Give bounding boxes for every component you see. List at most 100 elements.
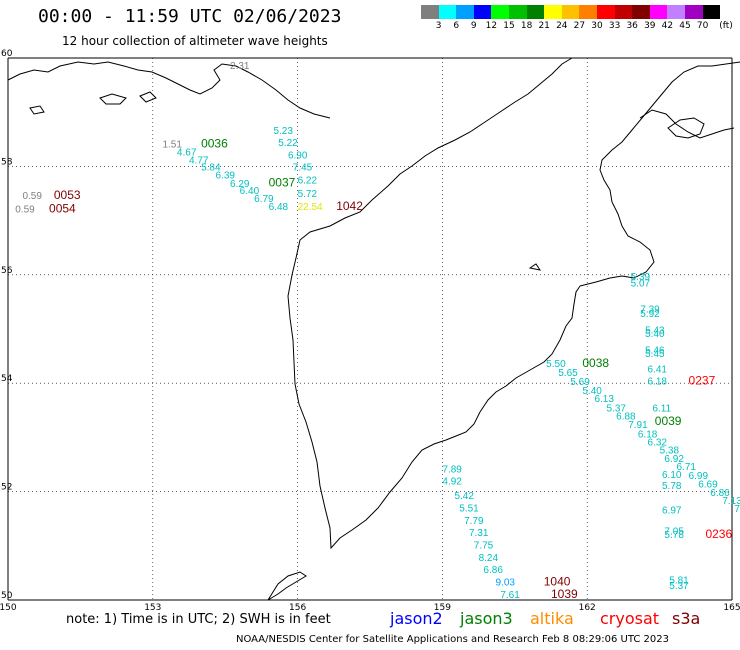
wave-height-label: 6.79: [254, 194, 274, 205]
color-legend-tick: 70: [696, 21, 709, 31]
wave-height-label: 6.69: [698, 479, 718, 490]
wave-height-label: 0.59: [15, 204, 35, 215]
pass-time-label: 0039: [655, 414, 682, 428]
wave-height-label: 5.45: [645, 349, 665, 360]
kamchatka-east-coast: [579, 61, 740, 287]
wave-height-label: 5.69: [570, 377, 590, 388]
pass-time-label: 0054: [49, 201, 76, 215]
wave-height-label: 6.88: [616, 412, 636, 423]
wave-height-label: 5.40: [645, 329, 665, 340]
wave-height-label: 5.84: [201, 163, 221, 174]
wave-height-label: 1.51: [162, 139, 182, 150]
color-swatch: [561, 5, 580, 19]
wave-height-label: 4.77: [189, 156, 209, 167]
wave-height-label: 5.81: [669, 576, 689, 587]
wave-height-label: 7.13: [722, 496, 740, 507]
wave-height-label: 7.05: [664, 526, 684, 537]
wave-height-label: 6.10: [662, 470, 682, 481]
wave-height-label: 7.31: [469, 528, 489, 539]
wave-height-label: 6.97: [662, 505, 682, 516]
color-swatch: [456, 5, 474, 19]
color-legend-tick: 6: [453, 21, 460, 31]
color-legend-tick: 24: [556, 21, 568, 31]
color-swatch: [702, 5, 721, 19]
coast-north-east: [639, 109, 735, 139]
wave-height-label: 7.79: [464, 516, 484, 527]
lat-tick-label: 54: [1, 374, 13, 384]
small-island: [528, 263, 542, 271]
color-legend-tick: 18: [520, 21, 533, 31]
wave-height-label: 5.39: [631, 272, 651, 283]
okhotsk-coast-west: [295, 57, 573, 259]
color-swatch: [508, 5, 527, 19]
wave-height-label: 6.71: [676, 462, 696, 473]
wave-height-label: 5.23: [273, 126, 293, 137]
wave-height-label: 5.07: [631, 279, 651, 290]
kuril-paramushir: [267, 571, 307, 601]
color-swatch: [526, 5, 545, 19]
wave-height-label: 6.18: [638, 429, 658, 440]
credit-line: NOAA/NESDIS Center for Satellite Applica…: [236, 634, 669, 645]
color-swatch: [667, 5, 685, 19]
pass-time-label: 1039: [551, 587, 578, 601]
shantar-islands: [99, 91, 157, 105]
kamchatka-west-coast: [287, 257, 581, 550]
wave-height-label: 5.42: [454, 491, 474, 502]
color-swatch: [649, 5, 668, 19]
wave-height-label: 6.40: [240, 186, 260, 197]
lat-tick-label: 52: [1, 483, 12, 493]
coastline: [7, 57, 740, 601]
color-swatch: [421, 5, 439, 19]
wave-height-label: 7.91: [628, 420, 648, 431]
satellite-legend-s3a: s3a: [672, 609, 701, 628]
wave-height-label: 6.48: [269, 202, 289, 213]
wave-height-label: 5.51: [459, 504, 479, 515]
color-legend-tick: 21: [538, 21, 550, 31]
wave-height-label: 6.11: [652, 403, 671, 414]
wave-height-label: 7.88: [734, 504, 740, 515]
pass-time-label: 0036: [201, 136, 228, 150]
color-swatch: [491, 5, 509, 19]
coast-north-west: [7, 61, 331, 119]
wave-height-label: 6.22: [298, 176, 318, 187]
color-legend-tick: 3: [435, 21, 442, 31]
wave-height-label: 4.92: [442, 477, 462, 488]
wave-height-label: 7.75: [474, 541, 494, 552]
color-swatch: [473, 5, 492, 19]
wave-height-label: 5.22: [278, 138, 298, 149]
color-legend-tick: 33: [608, 21, 621, 31]
wave-height-label: 6.41: [648, 364, 668, 375]
wave-height-label: 5.72: [298, 189, 318, 200]
pass-time-label: 0037: [269, 175, 296, 189]
wave-height-label: 5.92: [640, 309, 660, 320]
lon-tick-label: 159: [434, 603, 451, 613]
wave-height-label: 5.65: [558, 368, 578, 379]
lon-tick-label: 153: [144, 603, 161, 613]
color-legend-tick: 30: [591, 21, 603, 31]
karaginsky-island: [667, 117, 705, 139]
wave-height-label: 6.29: [230, 179, 250, 190]
lon-tick-label: 156: [289, 603, 306, 613]
lon-tick-label: 162: [579, 603, 596, 613]
wave-height-label: 7.39: [640, 305, 660, 316]
wave-height-label: 6.99: [689, 471, 709, 482]
satellite-legend-jason3: jason3: [460, 609, 513, 628]
lat-tick-label: 50: [1, 591, 13, 601]
wave-height-label: 5.38: [660, 446, 680, 457]
color-legend-tick: 27: [573, 21, 586, 31]
color-swatch: [596, 5, 615, 19]
color-legend-tick: 36: [626, 21, 638, 31]
satellite-legend-altika: altika: [530, 609, 574, 628]
wave-height-label: 5.46: [645, 345, 665, 356]
color-swatch: [438, 5, 457, 19]
lat-lon-grid: [7, 57, 733, 601]
wave-height-label: 6.32: [648, 438, 668, 449]
wave-height-label: 2.31: [230, 61, 250, 72]
wave-height-label: 5.40: [582, 386, 602, 397]
color-legend-tick: 15: [503, 21, 515, 31]
color-legend-unit: (ft): [719, 21, 733, 31]
wave-height-label: 5.78: [664, 530, 684, 541]
color-legend-tick: 45: [679, 21, 691, 31]
pass-time-label: 1040: [544, 574, 571, 588]
